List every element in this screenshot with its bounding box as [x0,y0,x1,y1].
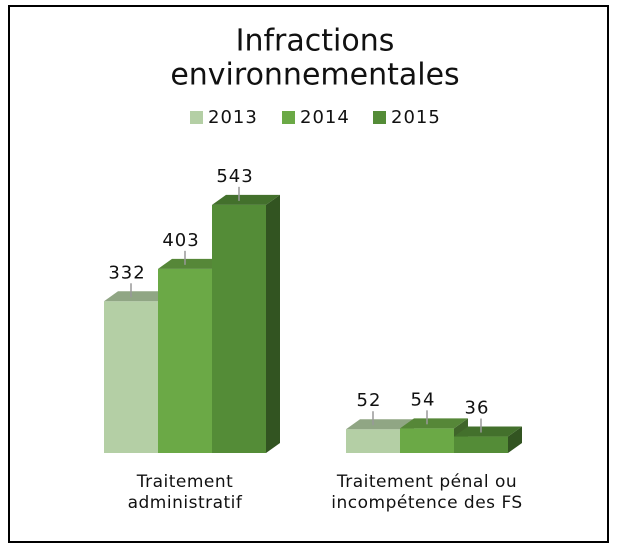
x-tick-label: Traitement administratif [127,472,243,513]
bar [212,204,266,453]
bar [346,429,400,453]
bar [158,268,212,453]
value-label: 543 [216,166,253,187]
value-label: 36 [465,398,490,419]
bar [400,428,454,453]
bar-top [400,418,468,429]
value-label: 54 [411,389,436,410]
legend-swatch [190,111,203,124]
bar-top [212,194,280,205]
x-tick-label: Traitement pénal ou incompétence des FS [331,472,523,513]
bar [454,436,508,453]
legend-label: 2014 [300,107,350,128]
value-label: 52 [357,390,382,411]
bar-top [104,291,172,302]
chart-title: Infractions [236,24,395,59]
legend-label: 2015 [391,107,441,128]
legend-swatch [282,111,295,124]
legend-swatch [373,111,386,124]
bar [104,301,158,453]
bar-top [158,258,226,269]
value-label: 332 [108,262,145,283]
bar-top [346,419,414,430]
legend-label: 2013 [208,107,258,128]
bar-side [266,194,280,453]
value-label: 403 [162,230,199,251]
bar-top [454,426,522,437]
bar-side [508,426,522,453]
chart-title: environnementales [170,58,459,93]
chart-frame [8,5,609,543]
